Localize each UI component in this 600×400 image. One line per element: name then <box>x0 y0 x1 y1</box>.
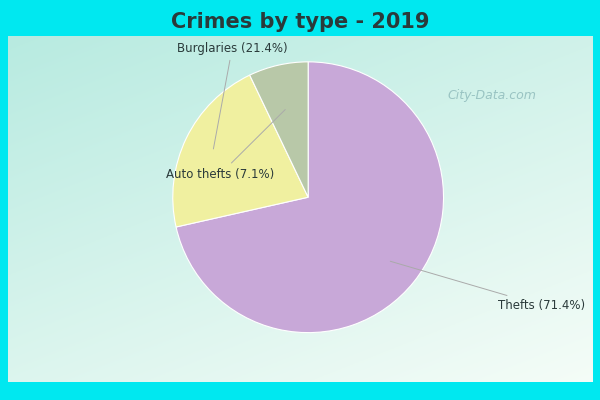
Wedge shape <box>250 62 308 197</box>
Wedge shape <box>173 75 308 227</box>
Text: Crimes by type - 2019: Crimes by type - 2019 <box>171 12 429 32</box>
Text: Thefts (71.4%): Thefts (71.4%) <box>390 261 585 312</box>
Text: City-Data.com: City-Data.com <box>448 90 536 102</box>
Text: Auto thefts (7.1%): Auto thefts (7.1%) <box>166 110 285 181</box>
Wedge shape <box>176 62 443 333</box>
Text: Burglaries (21.4%): Burglaries (21.4%) <box>177 42 287 149</box>
